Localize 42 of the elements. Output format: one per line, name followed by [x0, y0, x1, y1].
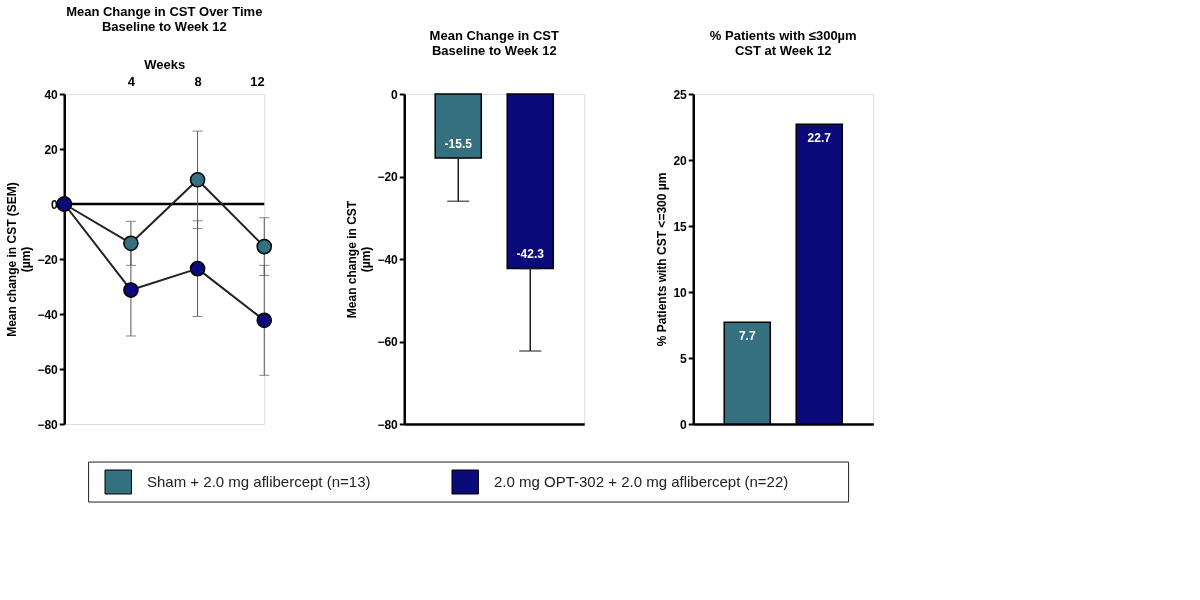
- y-tick-label: 10: [673, 285, 688, 300]
- point: [189, 260, 206, 277]
- y-tick-label: −40: [37, 307, 59, 322]
- x-axis-title: Weeks: [144, 56, 186, 72]
- chart-title: Mean Change in CST Over Time: [66, 4, 263, 19]
- x-tick-label: 4: [127, 73, 136, 89]
- chart-title: % Patients with ≤300µm CST at Week 12: [709, 28, 857, 58]
- y-tick-label: 20: [44, 142, 59, 157]
- y-axis-title: Mean change in CST (SEM) (µm): [5, 182, 34, 337]
- data-label: -15.5: [444, 136, 473, 151]
- y-tick-label: 25: [673, 87, 688, 102]
- point: [256, 312, 273, 329]
- y-tick-label: −60: [37, 362, 59, 377]
- y-tick-label: −80: [37, 417, 59, 432]
- x-tick-label: 12: [250, 73, 265, 89]
- chart-subtitle: Baseline to Week 12: [431, 43, 557, 58]
- y-tick-label: 15: [673, 219, 688, 234]
- point: [123, 235, 139, 252]
- y-tick-label: −80: [377, 417, 399, 432]
- chart-subtitle: Baseline to Week 12: [101, 19, 227, 34]
- x-tick-label: 8: [194, 73, 202, 89]
- y-tick-label: −20: [37, 252, 59, 267]
- y-tick-label: −60: [377, 335, 399, 349]
- point: [123, 282, 139, 298]
- y-tick-label: 0: [391, 87, 399, 102]
- y-axis-title: % Patients with CST <=300 µm: [655, 172, 670, 347]
- y-tick-label: 5: [680, 351, 688, 366]
- y-tick-label: 40: [44, 87, 59, 102]
- y-tick-label: 0: [51, 197, 59, 212]
- point: [256, 238, 273, 255]
- data-label: -42.3: [516, 247, 545, 262]
- y-tick-label: −20: [377, 170, 399, 184]
- y-tick-label: −40: [377, 252, 399, 267]
- data-label: 22.7: [807, 131, 832, 146]
- chart-title: Mean Change in CST: [429, 28, 559, 43]
- y-tick-label: 0: [680, 417, 688, 432]
- legend-label: Sham + 2.0 mg aflibercept (n=13): [147, 473, 371, 490]
- y-axis-title: Mean change in CST (µm): [345, 200, 374, 319]
- data-label: 7.7: [738, 329, 756, 344]
- point: [189, 171, 206, 188]
- legend-label: 2.0 mg OPT-302 + 2.0 mg aflibercept (n=22): [493, 473, 789, 490]
- y-tick-label: 20: [673, 153, 688, 168]
